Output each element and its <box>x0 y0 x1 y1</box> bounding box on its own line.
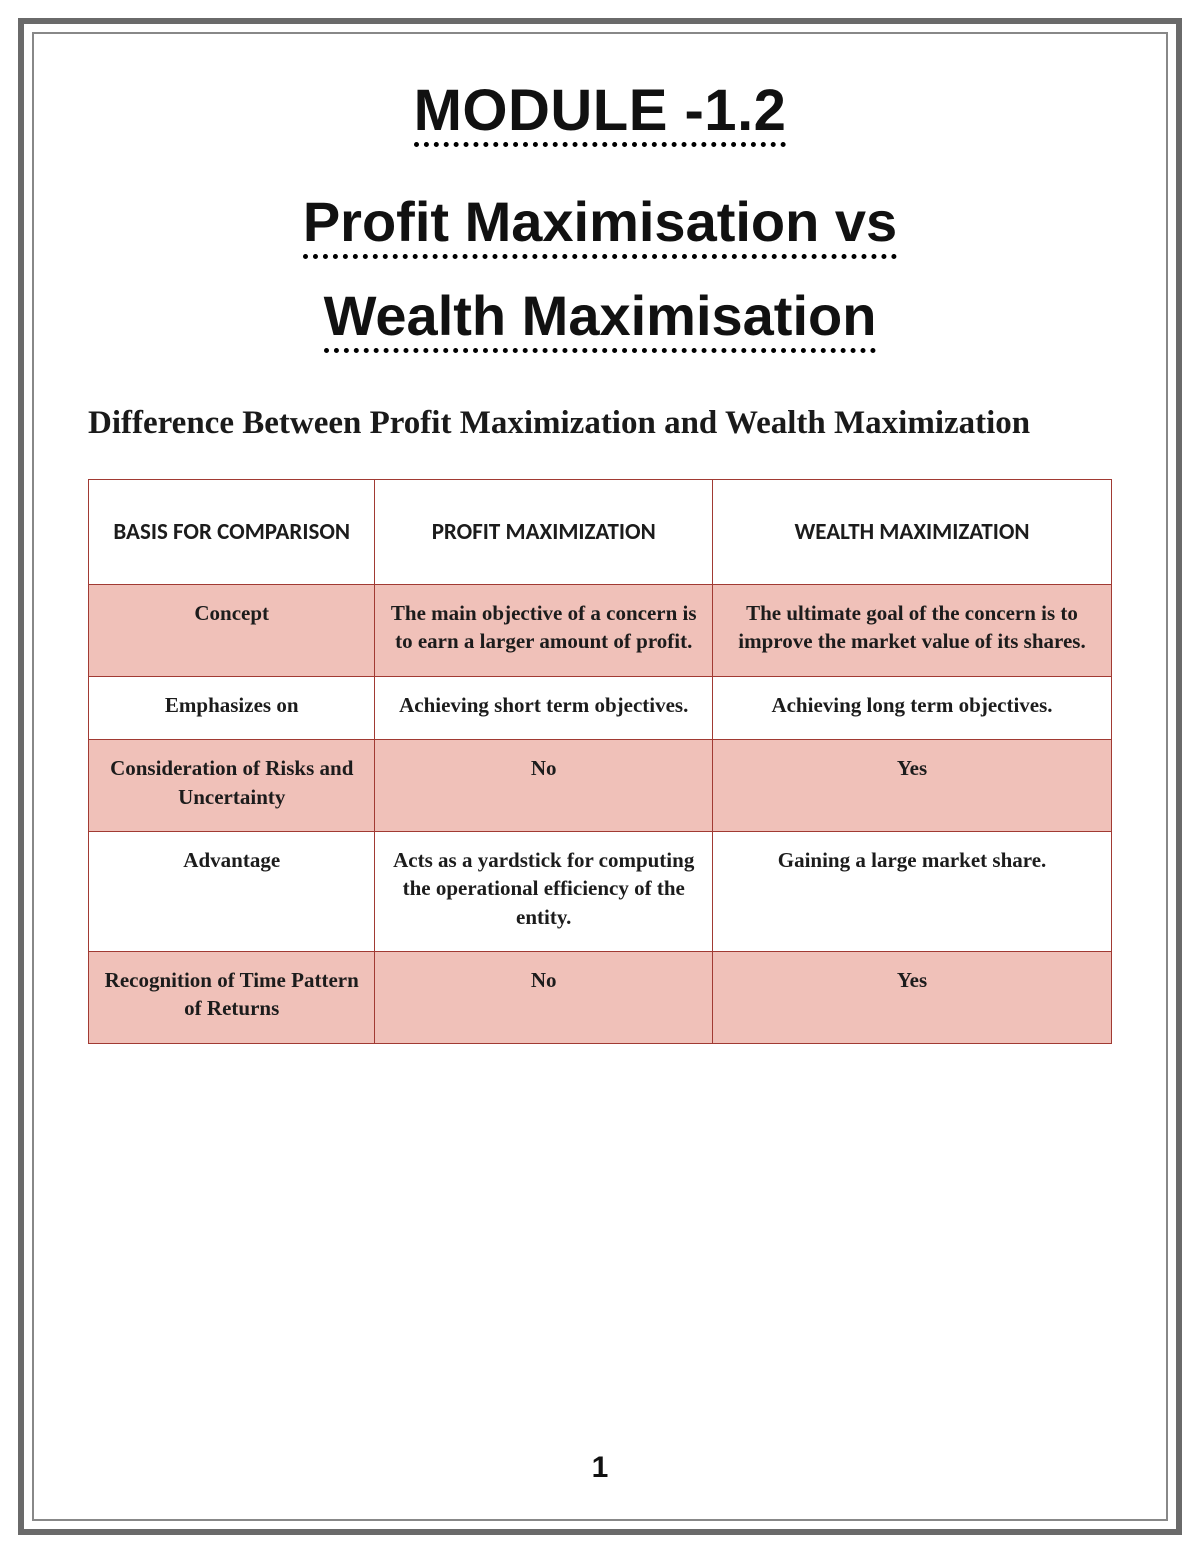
table-cell: Yes <box>713 951 1112 1043</box>
table-header-row: BASIS FOR COMPARISON PROFIT MAXIMIZATION… <box>89 480 1112 585</box>
table-cell: Achieving long term objectives. <box>713 676 1112 739</box>
subtitle-line-1-text: Profit Maximisation vs <box>303 193 897 259</box>
subtitle-line-1: Profit Maximisation vs <box>88 193 1112 259</box>
col-header-wealth: WEALTH MAXIMIZATION <box>713 480 1112 585</box>
subtitle-line-2: Wealth Maximisation <box>88 287 1112 353</box>
table-cell: No <box>375 951 713 1043</box>
table-cell: Gaining a large market share. <box>713 831 1112 951</box>
table-cell: Advantage <box>89 831 375 951</box>
table-cell: Consideration of Risks and Uncertainty <box>89 740 375 832</box>
table-cell: The ultimate goal of the concern is to i… <box>713 585 1112 677</box>
comparison-table: BASIS FOR COMPARISON PROFIT MAXIMIZATION… <box>88 479 1112 1043</box>
table-row: Emphasizes onAchieving short term object… <box>89 676 1112 739</box>
table-cell: Acts as a yardstick for computing the op… <box>375 831 713 951</box>
table-row: Consideration of Risks and UncertaintyNo… <box>89 740 1112 832</box>
table-cell: Recognition of Time Pattern of Returns <box>89 951 375 1043</box>
table-row: AdvantageActs as a yardstick for computi… <box>89 831 1112 951</box>
table-cell: No <box>375 740 713 832</box>
subtitle-line-2-text: Wealth Maximisation <box>324 287 877 353</box>
table-cell: Concept <box>89 585 375 677</box>
table-row: Recognition of Time Pattern of ReturnsNo… <box>89 951 1112 1043</box>
section-heading: Difference Between Profit Maximization a… <box>88 401 1112 446</box>
col-header-profit: PROFIT MAXIMIZATION <box>375 480 713 585</box>
table-row: ConceptThe main objective of a concern i… <box>89 585 1112 677</box>
table-cell: Yes <box>713 740 1112 832</box>
outer-frame: MODULE -1.2 Profit Maximisation vs Wealt… <box>18 18 1182 1535</box>
inner-frame: MODULE -1.2 Profit Maximisation vs Wealt… <box>32 32 1168 1521</box>
table-cell: Emphasizes on <box>89 676 375 739</box>
page-number: 1 <box>34 1451 1166 1485</box>
col-header-basis: BASIS FOR COMPARISON <box>89 480 375 585</box>
table-body: ConceptThe main objective of a concern i… <box>89 585 1112 1043</box>
module-title-text: MODULE -1.2 <box>414 82 787 147</box>
module-title: MODULE -1.2 <box>88 82 1112 153</box>
table-cell: Achieving short term objectives. <box>375 676 713 739</box>
table-cell: The main objective of a concern is to ea… <box>375 585 713 677</box>
